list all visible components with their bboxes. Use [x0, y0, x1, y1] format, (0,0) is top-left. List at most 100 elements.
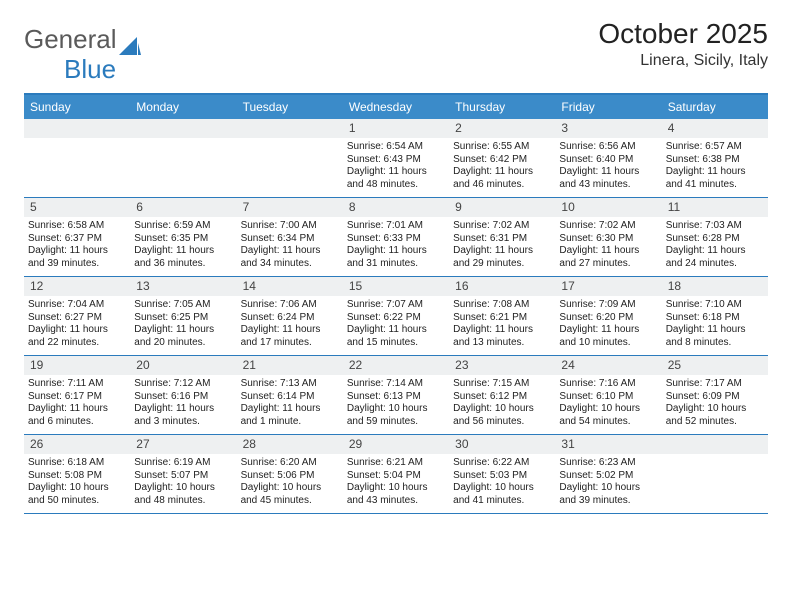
calendar-cell: 14Sunrise: 7:06 AMSunset: 6:24 PMDayligh…	[237, 277, 343, 355]
day-number: 30	[449, 435, 555, 454]
daylight-line: Daylight: 11 hours and 8 minutes.	[666, 324, 764, 349]
sunset-line: Sunset: 6:14 PM	[241, 391, 339, 404]
sunrise-line: Sunrise: 7:11 AM	[28, 378, 126, 391]
calendar: Sunday Monday Tuesday Wednesday Thursday…	[24, 93, 768, 514]
daylight-line: Daylight: 10 hours and 48 minutes.	[134, 482, 232, 507]
daylight-line: Daylight: 10 hours and 54 minutes.	[559, 403, 657, 428]
calendar-cell: 24Sunrise: 7:16 AMSunset: 6:10 PMDayligh…	[555, 356, 661, 434]
sunrise-line: Sunrise: 7:06 AM	[241, 299, 339, 312]
day-number: 5	[24, 198, 130, 217]
day-number-empty	[662, 435, 768, 454]
sunrise-line: Sunrise: 7:08 AM	[453, 299, 551, 312]
sunrise-line: Sunrise: 6:59 AM	[134, 220, 232, 233]
day-number: 29	[343, 435, 449, 454]
day-number: 2	[449, 119, 555, 138]
sunset-line: Sunset: 6:27 PM	[28, 312, 126, 325]
day-header: Wednesday	[343, 95, 449, 119]
calendar-cell	[237, 119, 343, 197]
calendar-cell	[130, 119, 236, 197]
day-number: 8	[343, 198, 449, 217]
day-number: 18	[662, 277, 768, 296]
calendar-cell: 18Sunrise: 7:10 AMSunset: 6:18 PMDayligh…	[662, 277, 768, 355]
daylight-line: Daylight: 11 hours and 17 minutes.	[241, 324, 339, 349]
calendar-cell: 25 Sunrise: 7:17 AMSunset: 6:09 PMDayligh…	[662, 356, 768, 434]
sunset-line: Sunset: 6:28 PM	[666, 233, 764, 246]
sunrise-line: Sunrise: 6:56 AM	[559, 141, 657, 154]
day-number: 7	[237, 198, 343, 217]
sunrise-line: Sunrise: 7:15 AM	[453, 378, 551, 391]
sunrise-line: Sunrise: 7:17 AM	[666, 378, 764, 391]
sunrise-line: Sunrise: 7:04 AM	[28, 299, 126, 312]
calendar-cell: 23Sunrise: 7:15 AMSunset: 6:12 PMDayligh…	[449, 356, 555, 434]
sunset-line: Sunset: 6:35 PM	[134, 233, 232, 246]
day-number: 10	[555, 198, 661, 217]
calendar-cell: 31Sunrise: 6:23 AMSunset: 5:02 PMDayligh…	[555, 435, 661, 513]
day-number: 15	[343, 277, 449, 296]
sunset-line: Sunset: 6:24 PM	[241, 312, 339, 325]
sunrise-line: Sunrise: 6:20 AM	[241, 457, 339, 470]
sunrise-line: Sunrise: 7:09 AM	[559, 299, 657, 312]
sunrise-line: Sunrise: 6:19 AM	[134, 457, 232, 470]
sunrise-line: Sunrise: 7:16 AM	[559, 378, 657, 391]
calendar-cell: 16Sunrise: 7:08 AMSunset: 6:21 PMDayligh…	[449, 277, 555, 355]
sunset-line: Sunset: 5:06 PM	[241, 470, 339, 483]
day-number-empty	[237, 119, 343, 138]
sunset-line: Sunset: 5:07 PM	[134, 470, 232, 483]
calendar-cell: 22Sunrise: 7:14 AMSunset: 6:13 PMDayligh…	[343, 356, 449, 434]
sunrise-line: Sunrise: 7:00 AM	[241, 220, 339, 233]
calendar-cell: 1Sunrise: 6:54 AMSunset: 6:43 PMDaylight…	[343, 119, 449, 197]
day-number: 31	[555, 435, 661, 454]
calendar-cell: 17Sunrise: 7:09 AMSunset: 6:20 PMDayligh…	[555, 277, 661, 355]
calendar-cell: 15Sunrise: 7:07 AMSunset: 6:22 PMDayligh…	[343, 277, 449, 355]
sunrise-line: Sunrise: 7:07 AM	[347, 299, 445, 312]
daylight-line: Daylight: 11 hours and 36 minutes.	[134, 245, 232, 270]
calendar-cell: 29 Sunrise: 6:21 AMSunset: 5:04 PMDayligh…	[343, 435, 449, 513]
sunrise-line: Sunrise: 6:21 AM	[347, 457, 445, 470]
day-header: Sunday	[24, 95, 130, 119]
sunset-line: Sunset: 6:22 PM	[347, 312, 445, 325]
day-number: 9	[449, 198, 555, 217]
daylight-line: Daylight: 10 hours and 59 minutes.	[347, 403, 445, 428]
calendar-cell: 12Sunrise: 7:04 AMSunset: 6:27 PMDayligh…	[24, 277, 130, 355]
sunset-line: Sunset: 6:42 PM	[453, 154, 551, 167]
daylight-line: Daylight: 11 hours and 3 minutes.	[134, 403, 232, 428]
daylight-line: Daylight: 10 hours and 50 minutes.	[28, 482, 126, 507]
calendar-week: 1Sunrise: 6:54 AMSunset: 6:43 PMDaylight…	[24, 119, 768, 198]
calendar-cell: 3 Sunrise: 6:56 AMSunset: 6:40 PMDaylight…	[555, 119, 661, 197]
day-number: 28	[237, 435, 343, 454]
logo: General	[24, 18, 141, 55]
daylight-line: Daylight: 11 hours and 20 minutes.	[134, 324, 232, 349]
sunrise-line: Sunrise: 7:02 AM	[559, 220, 657, 233]
day-number: 26	[24, 435, 130, 454]
logo-text-general: General	[24, 24, 117, 55]
sunset-line: Sunset: 6:40 PM	[559, 154, 657, 167]
sunrise-line: Sunrise: 7:13 AM	[241, 378, 339, 391]
day-number: 3	[555, 119, 661, 138]
sunrise-line: Sunrise: 7:10 AM	[666, 299, 764, 312]
day-header: Monday	[130, 95, 236, 119]
daylight-line: Daylight: 11 hours and 41 minutes.	[666, 166, 764, 191]
day-number: 25	[662, 356, 768, 375]
sunset-line: Sunset: 6:17 PM	[28, 391, 126, 404]
sunset-line: Sunset: 5:08 PM	[28, 470, 126, 483]
day-header: Thursday	[449, 95, 555, 119]
sunset-line: Sunset: 6:10 PM	[559, 391, 657, 404]
daylight-line: Daylight: 10 hours and 43 minutes.	[347, 482, 445, 507]
daylight-line: Daylight: 11 hours and 13 minutes.	[453, 324, 551, 349]
sunrise-line: Sunrise: 6:58 AM	[28, 220, 126, 233]
calendar-week: 5Sunrise: 6:58 AMSunset: 6:37 PMDaylight…	[24, 198, 768, 277]
calendar-week: 12Sunrise: 7:04 AMSunset: 6:27 PMDayligh…	[24, 277, 768, 356]
daylight-line: Daylight: 11 hours and 43 minutes.	[559, 166, 657, 191]
calendar-cell: 8Sunrise: 7:01 AMSunset: 6:33 PMDaylight…	[343, 198, 449, 276]
daylight-line: Daylight: 10 hours and 52 minutes.	[666, 403, 764, 428]
day-number: 22	[343, 356, 449, 375]
sunset-line: Sunset: 6:25 PM	[134, 312, 232, 325]
day-number: 23	[449, 356, 555, 375]
sunset-line: Sunset: 6:09 PM	[666, 391, 764, 404]
calendar-cell: 27Sunrise: 6:19 AMSunset: 5:07 PMDayligh…	[130, 435, 236, 513]
logo-sail-icon	[119, 31, 141, 49]
day-number: 19	[24, 356, 130, 375]
calendar-cell: 6Sunrise: 6:59 AMSunset: 6:35 PMDaylight…	[130, 198, 236, 276]
sunset-line: Sunset: 5:04 PM	[347, 470, 445, 483]
daylight-line: Daylight: 11 hours and 29 minutes.	[453, 245, 551, 270]
